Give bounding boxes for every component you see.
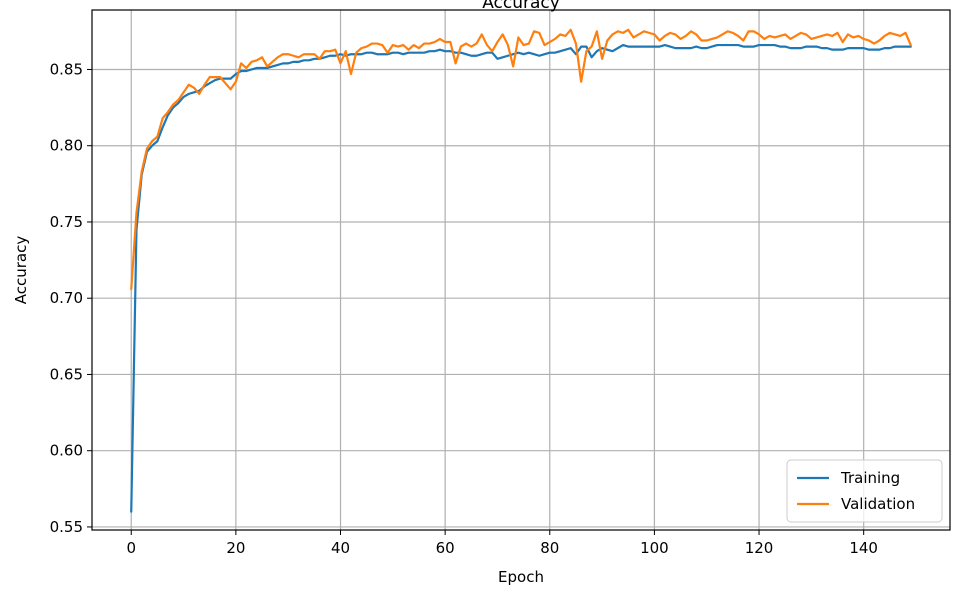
plot-frame — [91, 9, 951, 531]
x-tick-label: 60 — [436, 539, 455, 557]
legend-label-validation: Validation — [841, 495, 915, 513]
x-tick-label: 120 — [745, 539, 774, 557]
legend-label-training: Training — [840, 469, 900, 487]
legend-box — [786, 459, 943, 523]
x-tick-label: 140 — [849, 539, 878, 557]
chart-title: Accuracy — [482, 0, 560, 13]
series-line-training — [130, 43, 912, 513]
y-tick-label: 0.65 — [50, 365, 83, 383]
y-tick-label: 0.60 — [50, 442, 83, 460]
x-tick-label: 100 — [640, 539, 669, 557]
x-tick-label: 20 — [226, 539, 245, 557]
y-tick-label: 0.70 — [50, 289, 83, 307]
y-tick-label: 0.85 — [50, 60, 83, 78]
series-line-validation — [130, 28, 912, 291]
x-tick-label: 80 — [540, 539, 559, 557]
x-tick-label: 40 — [331, 539, 350, 557]
y-axis-label: Accuracy — [12, 236, 30, 305]
x-axis-label: Epoch — [498, 568, 544, 586]
tick-layer: 0 20 40 60 80 100 120 140 0.55 0.60 0.65 0.70 0.75 0.… — [50, 60, 878, 557]
legend: Training Validation — [786, 459, 943, 523]
y-tick-label: 0.75 — [50, 213, 83, 231]
y-tick-label: 0.80 — [50, 137, 83, 155]
series-layer — [130, 28, 912, 513]
grid-layer — [92, 10, 950, 530]
y-tick-label: 0.55 — [50, 518, 83, 536]
x-tick-label: 0 — [126, 539, 136, 557]
